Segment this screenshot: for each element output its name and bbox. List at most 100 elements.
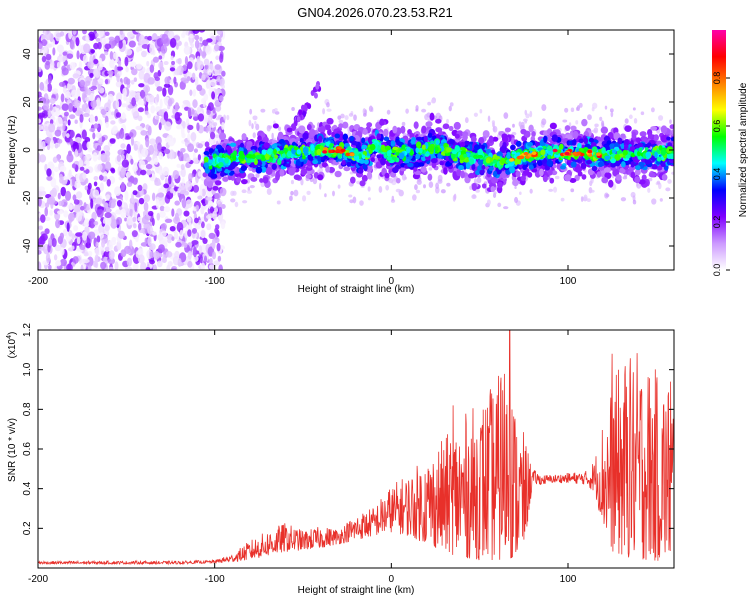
spectrogram-noise-blob: [38, 186, 45, 192]
spectrogram-scatter-blob: [575, 107, 579, 111]
spectrogram-noise-blob: [214, 207, 219, 213]
spectrogram-noise-blob: [62, 84, 67, 94]
figure-title: GN04.2026.070.23.53.R21: [297, 5, 452, 20]
spectrogram-scatter-blob: [665, 187, 671, 192]
spectrogram-noise-blob: [126, 171, 132, 178]
spectrogram-noise-blob: [149, 259, 155, 265]
spectrogram-noise-blob: [158, 152, 164, 160]
spectrogram-noise-blob: [120, 143, 126, 149]
spectrogram-noise-blob: [194, 217, 199, 224]
spectrogram-scatter-blob: [349, 199, 354, 204]
spectrogram-noise-blob: [146, 169, 152, 176]
spectrogram-noise-blob: [72, 30, 77, 36]
spectrogram-noise-blob: [83, 43, 91, 54]
spectrogram-noise-blob: [149, 243, 156, 251]
spectrogram-noise-blob: [44, 228, 50, 235]
spectrogram-noise-blob: [132, 223, 137, 229]
spectrogram-band-blob: [298, 125, 306, 134]
spectrogram-noise-blob: [86, 256, 94, 267]
spectrogram-noise-blob: [131, 230, 138, 238]
spectrogram-noise-blob: [133, 77, 138, 82]
spectrogram-noise-blob: [124, 190, 129, 201]
spectrogram-band-blob: [241, 133, 247, 141]
spectrogram-noise-blob: [158, 210, 166, 218]
spectrogram-noise-blob: [53, 254, 58, 261]
spectrogram-scatter-blob: [302, 195, 307, 202]
spectrogram-noise-blob: [130, 79, 135, 85]
spectrogram-noise-blob: [129, 61, 137, 68]
spectrogram-noise-blob: [64, 190, 72, 202]
spectrogram-band-blob: [229, 142, 237, 147]
spectrogram-noise-blob: [149, 251, 155, 259]
spectrogram-band-blob: [454, 133, 460, 139]
spectrogram-scatter-blob: [215, 117, 220, 121]
spectrogram-noise-blob: [68, 114, 76, 120]
spectrogram-noise-blob: [75, 191, 83, 199]
spectrogram-noise-blob: [168, 149, 175, 160]
spectrogram-band-blob: [596, 171, 602, 178]
spectrogram-noise-blob: [75, 37, 80, 47]
spectrogram-noise-blob: [104, 224, 110, 232]
spectrogram-noise-blob: [73, 199, 80, 205]
spectrogram-scatter-blob: [340, 113, 345, 119]
spectrogram-noise-blob: [106, 206, 111, 214]
spectrogram-noise-blob: [54, 129, 62, 137]
spectrogram-noise-blob: [88, 93, 95, 102]
spectrogram-band-blob: [317, 174, 324, 181]
spectrogram-noise-blob: [174, 200, 181, 206]
spectrogram-noise-blob: [86, 141, 91, 150]
spectrogram-noise-blob: [115, 99, 120, 109]
spectrogram-noise-blob: [101, 198, 106, 205]
spectrogram-band-blob: [362, 128, 368, 135]
spectrogram-noise-blob: [131, 68, 138, 76]
spectrogram-scatter-blob: [541, 104, 547, 111]
spectrogram-scatter-blob: [428, 181, 434, 189]
spectrogram-scatter-blob: [423, 184, 426, 189]
spectrogram-scatter-blob: [632, 107, 636, 111]
spectrogram-noise-blob: [192, 30, 200, 35]
spectrogram-noise-blob: [89, 116, 96, 124]
spectrogram-noise-blob: [96, 235, 101, 243]
spectrogram-noise-blob: [200, 206, 205, 215]
spectrogram-noise-blob: [106, 216, 112, 226]
spectrogram-noise-blob: [219, 53, 224, 63]
spectrogram-noise-blob: [71, 245, 75, 250]
spectrogram-band-blob: [218, 132, 227, 141]
spectrogram-noise-blob: [99, 182, 104, 192]
spectrogram-noise-blob: [173, 76, 177, 85]
spectrogram-noise-blob: [158, 55, 163, 60]
spectrogram-noise-blob: [56, 154, 61, 162]
spectrogram-noise-blob: [183, 210, 190, 217]
spectrogram-scatter-blob: [452, 194, 456, 202]
spectrogram-noise-blob: [139, 89, 146, 99]
spectrogram-noise-blob: [97, 84, 101, 91]
spectrogram-scatter-blob: [448, 105, 452, 112]
spectrogram-noise-blob: [144, 237, 148, 245]
spectrogram-band-blob: [542, 175, 548, 183]
spectrogram-noise-blob: [68, 102, 73, 113]
spectrogram-scatter-blob: [554, 175, 560, 180]
spectrogram-noise-blob: [208, 232, 216, 240]
spectrogram-scatter-blob: [620, 197, 627, 202]
spectrogram-noise-blob: [45, 30, 52, 41]
spectrogram-band-blob: [209, 131, 216, 140]
spectrogram-noise-blob: [114, 261, 119, 270]
spectrogram-noise-blob: [93, 123, 99, 129]
spectrogram-noise-blob: [137, 216, 143, 222]
spectrogram-band-blob: [250, 176, 258, 182]
spectrogram-band-blob: [581, 118, 588, 127]
spectrogram-noise-blob: [95, 37, 101, 42]
spectrogram-noise-blob: [48, 196, 56, 205]
spectrogram-noise-blob: [104, 246, 110, 253]
spectrogram-noise-blob: [195, 204, 199, 211]
spectrogram-noise-blob: [192, 246, 198, 258]
spectrogram-noise-blob: [175, 241, 182, 248]
spectrogram-scatter-blob: [326, 102, 330, 108]
spectrogram-noise-blob: [83, 252, 89, 257]
spectrogram-noise-blob: [122, 87, 127, 98]
spectrogram-noise-blob: [148, 144, 155, 155]
spectrogram-scatter-blob: [587, 114, 592, 121]
spectrogram-band-blob: [417, 162, 425, 167]
spectrogram-noise-blob: [159, 200, 164, 206]
spectrogram-noise-blob: [92, 189, 100, 199]
